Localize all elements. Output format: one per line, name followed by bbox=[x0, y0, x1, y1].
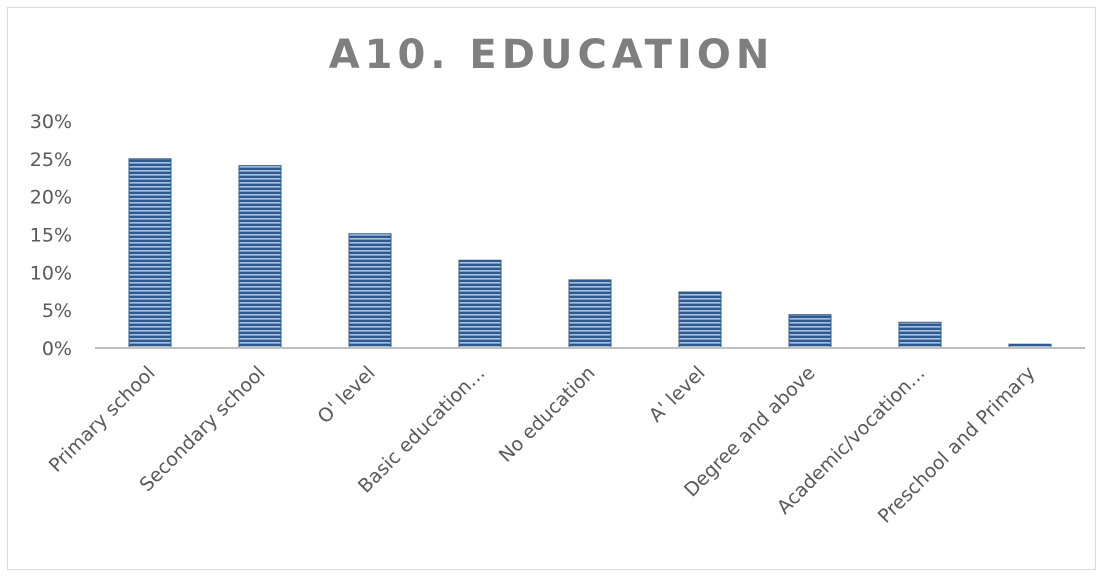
y-tick-label: 30% bbox=[30, 111, 72, 133]
chart-frame bbox=[7, 7, 1096, 570]
bar bbox=[128, 158, 172, 349]
y-tick-label: 0% bbox=[42, 338, 72, 360]
y-tick-label: 10% bbox=[30, 262, 72, 284]
x-category-label: Secondary school bbox=[135, 362, 269, 496]
bar bbox=[238, 165, 282, 349]
y-axis-ticks: 0% 5% 10% 15% 20% 25% 30% bbox=[30, 111, 72, 360]
bar bbox=[348, 233, 392, 349]
bar bbox=[898, 321, 942, 349]
x-category-label: A' level bbox=[645, 362, 710, 427]
x-category-label: O' level bbox=[313, 362, 379, 428]
y-tick-label: 20% bbox=[30, 187, 72, 209]
bar bbox=[788, 314, 832, 349]
chart-title: A10. EDUCATION bbox=[328, 32, 775, 78]
y-tick-label: 15% bbox=[30, 225, 72, 247]
bar bbox=[568, 279, 612, 349]
x-category-label: Primary school bbox=[45, 362, 160, 477]
bar-series bbox=[128, 158, 1052, 349]
bar bbox=[458, 259, 502, 349]
bar bbox=[678, 291, 722, 349]
y-tick-label: 25% bbox=[30, 149, 72, 171]
x-category-label: No education bbox=[495, 362, 600, 467]
y-tick-label: 5% bbox=[42, 300, 72, 322]
